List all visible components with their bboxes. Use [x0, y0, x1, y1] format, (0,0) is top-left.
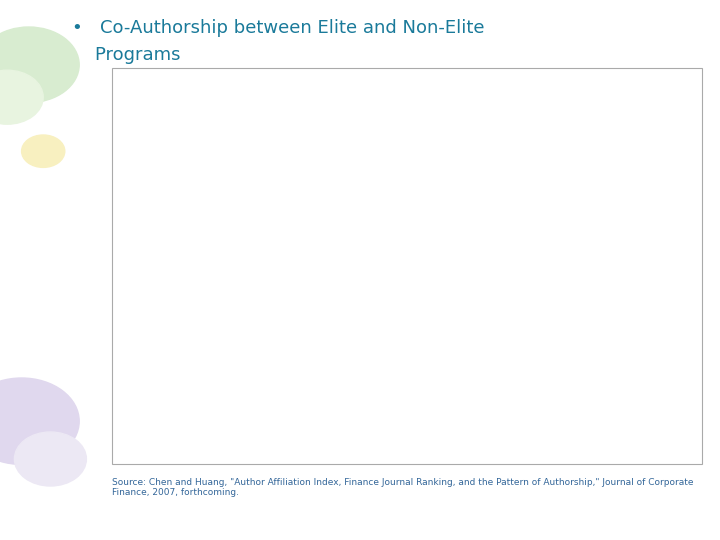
Text: Source: Chen and Huang, "Author Affiliation Index, Finance Journal Ranking, and : Source: Chen and Huang, "Author Affiliat…: [112, 478, 693, 497]
Legend: Elite & Non-elite, Elite & Elite: Elite & Non-elite, Elite & Elite: [455, 423, 577, 457]
Text: •   Co-Authorship between Elite and Non-Elite: • Co-Authorship between Elite and Non-El…: [72, 19, 485, 37]
Text: Programs: Programs: [72, 46, 181, 64]
